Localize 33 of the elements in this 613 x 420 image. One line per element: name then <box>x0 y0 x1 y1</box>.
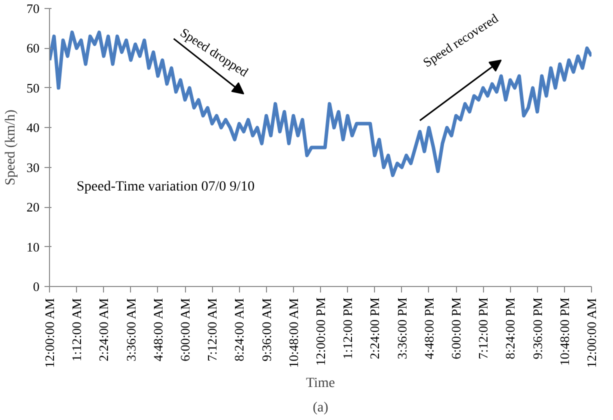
x-tick-label: 6:00:00 PM <box>448 297 464 360</box>
y-tick-label: 20 <box>26 200 40 215</box>
x-tick-label: 2:24:00 AM <box>96 298 112 362</box>
x-tick-label: 6:00:00 AM <box>178 298 192 362</box>
y-tick-label: 0 <box>33 279 40 294</box>
x-tick-label: 12:00:00 AM <box>584 298 599 368</box>
x-axis-title: Time <box>306 376 336 391</box>
y-tick-label: 30 <box>26 160 40 175</box>
y-axis-title: Speed (km/h) <box>4 109 18 186</box>
x-tick-label: 12:00:00 PM <box>313 297 328 366</box>
x-tick-label: 1:12:00 AM <box>69 298 84 362</box>
x-tick-label: 8:24:00 AM <box>232 298 247 362</box>
x-tick-label: 7:12:00 PM <box>476 297 491 360</box>
y-tick-label: 60 <box>26 40 40 56</box>
x-tick-label: 10:48:00 AM <box>286 298 301 368</box>
annotation: Speed-Time variation 07/0 9/10 <box>76 180 255 195</box>
x-tick-label: 8:24:00 PM <box>502 297 518 360</box>
x-tick-label: 12:00:00 AM <box>42 298 57 368</box>
y-tick-label: 70 <box>26 1 40 16</box>
x-tick-label: 4:48:00 AM <box>150 298 166 362</box>
text: (a) <box>312 400 329 416</box>
x-tick-label: 7:12:00 AM <box>204 298 220 362</box>
y-tick-label: 10 <box>26 239 40 254</box>
x-tick-label: 2:24:00 PM <box>367 297 382 360</box>
y-tick-label: 40 <box>26 120 40 136</box>
x-tick-label: 9:36:00 PM <box>530 297 545 360</box>
y-tick-label: 50 <box>26 80 40 96</box>
x-tick-label: 10:48:00 PM <box>556 297 572 366</box>
x-tick-label: 1:12:00 PM <box>340 297 356 360</box>
x-tick-label: 3:36:00 PM <box>394 297 410 360</box>
x-tick-label: 9:36:00 AM <box>258 298 274 362</box>
x-tick-label: 4:48:00 PM <box>421 297 436 360</box>
x-tick-label: 3:36:00 AM <box>123 298 138 362</box>
